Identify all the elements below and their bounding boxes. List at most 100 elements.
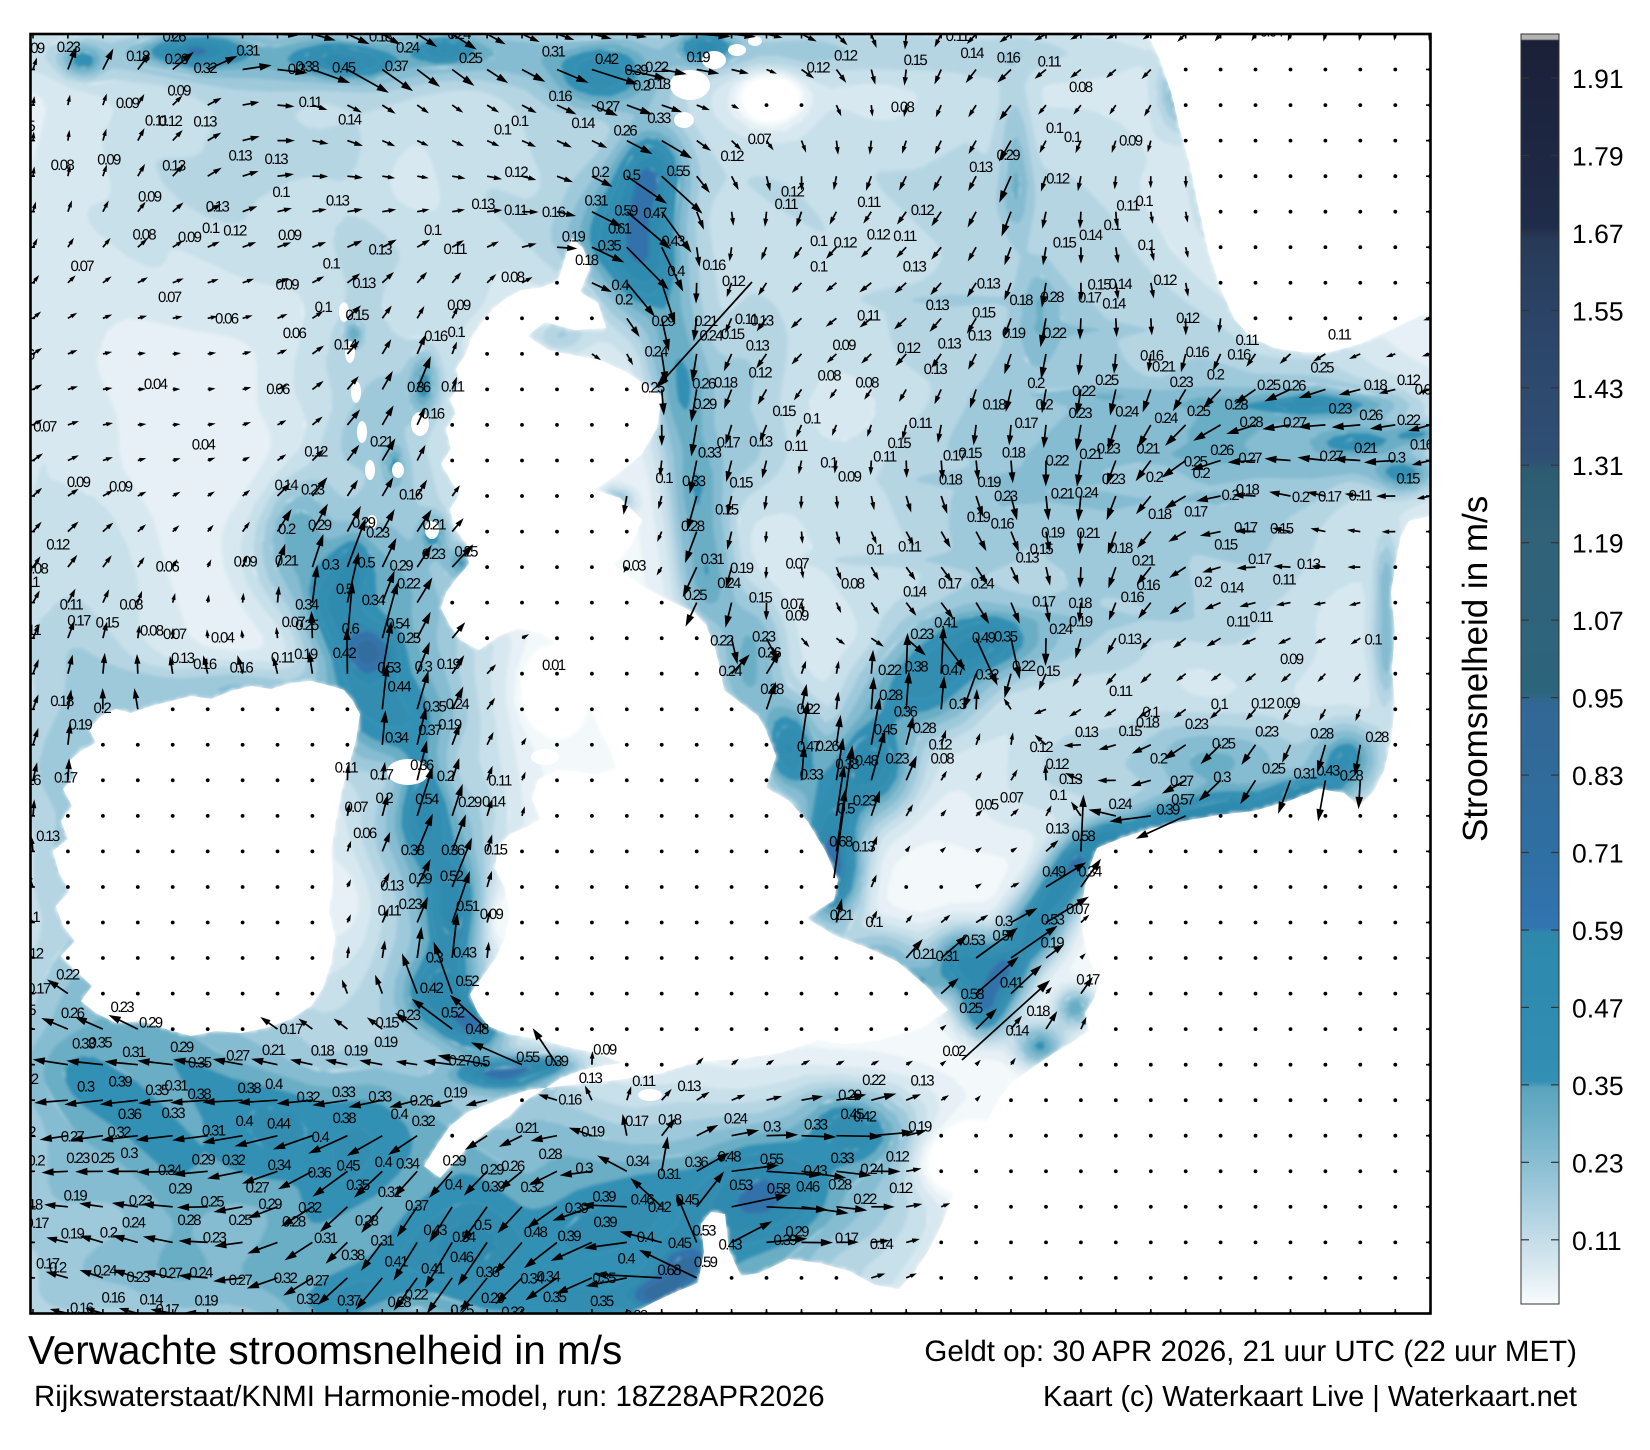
svg-text:0.09: 0.09: [167, 83, 191, 100]
svg-text:0.32: 0.32: [296, 1089, 320, 1106]
svg-text:0.51: 0.51: [456, 898, 480, 915]
svg-text:0.5: 0.5: [358, 554, 376, 571]
svg-text:0.07: 0.07: [780, 596, 804, 613]
svg-text:0.46: 0.46: [796, 1178, 820, 1195]
svg-text:0.61: 0.61: [608, 220, 632, 237]
svg-text:0.3: 0.3: [322, 557, 340, 574]
svg-text:0.06: 0.06: [283, 325, 307, 342]
svg-text:0.31: 0.31: [314, 1230, 338, 1247]
svg-text:0.19: 0.19: [374, 1034, 398, 1051]
svg-text:0.27: 0.27: [449, 1053, 473, 1070]
svg-text:0.25: 0.25: [1257, 377, 1281, 394]
svg-text:0.45: 0.45: [840, 1106, 864, 1123]
svg-text:0.25: 0.25: [684, 587, 708, 604]
svg-text:0.3: 0.3: [77, 1079, 95, 1096]
svg-text:0.42: 0.42: [595, 51, 619, 68]
svg-text:0.38: 0.38: [333, 1110, 357, 1127]
svg-text:0.36: 0.36: [308, 1164, 332, 1181]
svg-text:0.08: 0.08: [931, 750, 955, 767]
svg-text:0.19: 0.19: [294, 646, 318, 663]
svg-text:0.04: 0.04: [1260, 24, 1284, 41]
svg-text:0.23: 0.23: [111, 999, 135, 1016]
svg-text:0.09: 0.09: [21, 40, 45, 57]
svg-text:0.16: 0.16: [70, 1300, 94, 1317]
svg-text:0.36: 0.36: [685, 1154, 709, 1171]
svg-text:0.11: 0.11: [1249, 609, 1273, 626]
svg-text:0.28: 0.28: [828, 1177, 852, 1194]
svg-text:0.09: 0.09: [447, 297, 471, 314]
svg-text:0.19: 0.19: [437, 656, 461, 673]
svg-text:0.11: 0.11: [488, 772, 512, 789]
svg-text:0.2: 0.2: [94, 700, 112, 717]
svg-text:0.07: 0.07: [748, 131, 772, 148]
svg-text:0.41: 0.41: [385, 1253, 409, 1270]
svg-text:0.11: 0.11: [735, 311, 759, 328]
svg-text:0.35: 0.35: [1572, 1071, 1624, 1101]
svg-text:0.17: 0.17: [279, 1021, 303, 1038]
svg-text:0.09: 0.09: [97, 152, 121, 169]
svg-text:0.13: 0.13: [1118, 631, 1142, 648]
svg-text:0.13: 0.13: [380, 877, 404, 894]
svg-text:0.19: 0.19: [1002, 325, 1026, 342]
svg-text:0.23: 0.23: [422, 546, 446, 563]
svg-text:0.2: 0.2: [1292, 489, 1310, 506]
svg-text:0.33: 0.33: [682, 473, 706, 490]
svg-text:0.21: 0.21: [422, 517, 446, 534]
svg-text:0.24: 0.24: [699, 328, 723, 345]
svg-text:0.31: 0.31: [236, 42, 260, 59]
svg-text:0.26: 0.26: [61, 1005, 85, 1022]
svg-text:0.2: 0.2: [49, 1260, 67, 1277]
svg-text:0.11: 0.11: [774, 196, 798, 213]
svg-text:0.34: 0.34: [1078, 864, 1102, 881]
svg-text:0.3: 0.3: [995, 913, 1013, 930]
svg-text:0.1: 0.1: [1046, 120, 1064, 137]
svg-text:0.6: 0.6: [342, 621, 360, 638]
svg-text:0.06: 0.06: [11, 346, 35, 363]
svg-text:0.08: 0.08: [501, 269, 525, 286]
svg-text:0.29: 0.29: [838, 1087, 862, 1104]
svg-text:0.29: 0.29: [170, 1039, 194, 1056]
svg-text:0.11: 0.11: [1116, 198, 1140, 215]
svg-text:0.14: 0.14: [274, 477, 298, 494]
svg-text:0.13: 0.13: [352, 275, 376, 292]
svg-text:0.36: 0.36: [118, 1106, 142, 1123]
svg-text:0.29: 0.29: [481, 1290, 505, 1307]
svg-text:0.07: 0.07: [344, 799, 368, 816]
svg-text:0.18: 0.18: [1068, 595, 1092, 612]
svg-text:0.11: 0.11: [145, 112, 169, 129]
svg-text:0.19: 0.19: [1069, 613, 1093, 630]
svg-text:0.13: 0.13: [171, 650, 195, 667]
svg-text:0.24: 0.24: [446, 696, 470, 713]
svg-text:0.17: 0.17: [625, 1113, 649, 1130]
svg-text:0.26: 0.26: [692, 376, 716, 393]
svg-text:1.67: 1.67: [1572, 219, 1624, 249]
svg-text:Stroomsnelheid in m/s: Stroomsnelheid in m/s: [1456, 496, 1495, 842]
svg-text:0.22: 0.22: [1012, 658, 1036, 675]
svg-text:0.45: 0.45: [676, 1191, 700, 1208]
svg-text:0.09: 0.09: [838, 469, 862, 486]
svg-text:0.11: 0.11: [16, 574, 40, 591]
svg-text:0.39: 0.39: [592, 1189, 616, 1206]
svg-text:0.47: 0.47: [1572, 993, 1624, 1023]
svg-text:0.16: 0.16: [421, 405, 445, 422]
svg-text:0.31: 0.31: [542, 44, 566, 61]
svg-text:0.48: 0.48: [524, 1224, 548, 1241]
svg-text:0.2: 0.2: [1193, 465, 1211, 482]
svg-text:0.08: 0.08: [1069, 79, 1093, 96]
svg-text:0.13: 0.13: [926, 297, 950, 314]
svg-text:0.43: 0.43: [661, 233, 685, 250]
svg-text:0.23: 0.23: [66, 1150, 90, 1167]
svg-text:0.83: 0.83: [1572, 761, 1624, 791]
svg-text:0.08: 0.08: [818, 368, 842, 385]
svg-text:0.14: 0.14: [870, 1236, 894, 1253]
svg-text:0.25: 0.25: [397, 630, 421, 647]
svg-text:0.27: 0.27: [229, 1272, 253, 1289]
svg-text:0.13: 0.13: [1059, 771, 1083, 788]
svg-text:0.39: 0.39: [1156, 802, 1180, 819]
svg-text:0.13: 0.13: [579, 1070, 603, 1087]
svg-text:0.06: 0.06: [353, 825, 377, 842]
svg-text:0.26: 0.26: [501, 1158, 525, 1175]
svg-text:0.23: 0.23: [1185, 716, 1209, 733]
svg-text:0.15: 0.15: [715, 502, 739, 519]
svg-text:0.39: 0.39: [557, 1228, 581, 1245]
